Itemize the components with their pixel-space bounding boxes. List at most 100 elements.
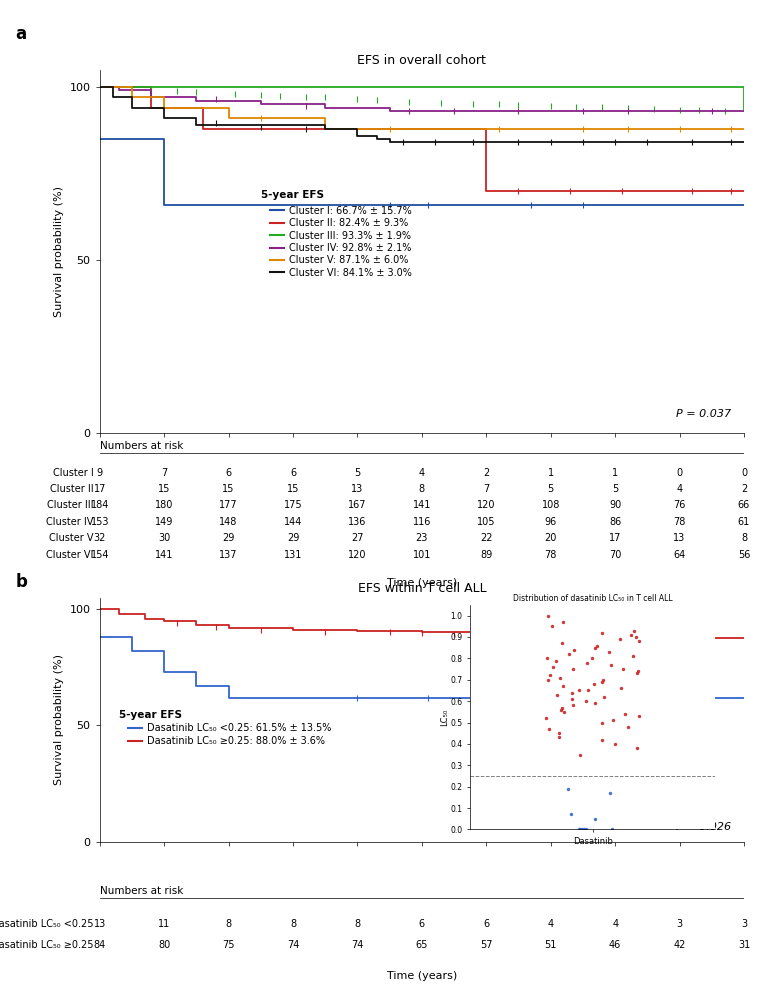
Text: P = 0.026: P = 0.026	[676, 822, 731, 832]
Text: Cluster III: Cluster III	[47, 500, 94, 511]
Text: 116: 116	[413, 517, 431, 527]
Text: 9: 9	[97, 468, 103, 478]
Y-axis label: Survival probability (%): Survival probability (%)	[54, 186, 64, 317]
Text: 13: 13	[94, 918, 106, 929]
Text: 70: 70	[609, 550, 621, 560]
Text: 96: 96	[545, 517, 557, 527]
Text: a: a	[15, 25, 27, 43]
Text: 105: 105	[477, 517, 495, 527]
Text: 144: 144	[284, 517, 302, 527]
Text: 46: 46	[609, 940, 621, 950]
Text: 5: 5	[354, 468, 360, 478]
Text: 42: 42	[673, 940, 686, 950]
Text: 6: 6	[419, 918, 425, 929]
Text: 153: 153	[91, 517, 109, 527]
Text: 108: 108	[542, 500, 560, 511]
Text: 0: 0	[741, 468, 747, 478]
Text: 22: 22	[480, 533, 492, 543]
Text: 86: 86	[609, 517, 621, 527]
Text: 20: 20	[545, 533, 557, 543]
Text: 141: 141	[155, 550, 173, 560]
Text: 2: 2	[741, 484, 747, 494]
Text: 1: 1	[548, 468, 554, 478]
Text: 76: 76	[673, 500, 686, 511]
Text: 7: 7	[483, 484, 489, 494]
Text: 175: 175	[284, 500, 302, 511]
Text: 27: 27	[351, 533, 364, 543]
Text: Cluster VI: Cluster VI	[46, 550, 94, 560]
Text: 131: 131	[284, 550, 302, 560]
Text: 74: 74	[351, 940, 364, 950]
Text: 148: 148	[219, 517, 238, 527]
Text: 65: 65	[416, 940, 428, 950]
Text: 30: 30	[158, 533, 170, 543]
Text: 57: 57	[480, 940, 492, 950]
Text: 6: 6	[290, 468, 296, 478]
Text: 101: 101	[413, 550, 431, 560]
Legend: Dasatinib LC₅₀ <0.25: 61.5% ± 13.5%, Dasatinib LC₅₀ ≥0.25: 88.0% ± 3.6%: Dasatinib LC₅₀ <0.25: 61.5% ± 13.5%, Das…	[124, 719, 335, 750]
Text: 154: 154	[91, 550, 109, 560]
Text: 15: 15	[222, 484, 235, 494]
Y-axis label: Survival probability (%): Survival probability (%)	[54, 654, 64, 785]
Text: 6: 6	[483, 918, 489, 929]
Legend: Cluster I: 66.7% ± 15.7%, Cluster II: 82.4% ± 9.3%, Cluster III: 93.3% ± 1.9%, C: Cluster I: 66.7% ± 15.7%, Cluster II: 82…	[265, 202, 416, 282]
Title: EFS in overall cohort: EFS in overall cohort	[357, 54, 486, 67]
Text: 61: 61	[738, 517, 750, 527]
Text: 13: 13	[673, 533, 686, 543]
Text: 78: 78	[673, 517, 686, 527]
Text: 15: 15	[287, 484, 299, 494]
Text: 167: 167	[348, 500, 367, 511]
Text: 78: 78	[545, 550, 557, 560]
Text: 184: 184	[91, 500, 109, 511]
Text: 15: 15	[158, 484, 170, 494]
Text: Time (years): Time (years)	[387, 578, 457, 588]
Text: 3: 3	[741, 918, 747, 929]
Text: 177: 177	[219, 500, 238, 511]
Title: EFS within T cell ALL: EFS within T cell ALL	[357, 582, 486, 595]
Text: 56: 56	[738, 550, 750, 560]
Text: 0: 0	[676, 468, 683, 478]
Text: Cluster IV: Cluster IV	[46, 517, 94, 527]
Text: 29: 29	[222, 533, 235, 543]
Text: 75: 75	[222, 940, 235, 950]
Text: 149: 149	[155, 517, 173, 527]
Text: 4: 4	[676, 484, 683, 494]
Text: Cluster II: Cluster II	[50, 484, 94, 494]
Text: 7: 7	[161, 468, 167, 478]
Text: Dasatinib LC₅₀ ≥0.25: Dasatinib LC₅₀ ≥0.25	[0, 940, 94, 950]
Text: 64: 64	[673, 550, 686, 560]
Text: 17: 17	[94, 484, 106, 494]
Text: 137: 137	[219, 550, 238, 560]
Text: Numbers at risk: Numbers at risk	[100, 441, 183, 451]
Text: 1: 1	[612, 468, 618, 478]
Text: 31: 31	[738, 940, 750, 950]
Text: 2: 2	[483, 468, 489, 478]
Text: 66: 66	[738, 500, 750, 511]
Text: 5-year EFS: 5-year EFS	[119, 710, 182, 720]
Text: 5: 5	[612, 484, 618, 494]
Text: 180: 180	[155, 500, 173, 511]
Text: 80: 80	[158, 940, 170, 950]
Text: 5-year EFS: 5-year EFS	[261, 189, 324, 199]
Text: 120: 120	[348, 550, 367, 560]
Text: 23: 23	[416, 533, 428, 543]
Text: 141: 141	[413, 500, 431, 511]
Text: 90: 90	[609, 500, 621, 511]
Text: b: b	[15, 573, 27, 591]
Text: 5: 5	[548, 484, 554, 494]
Text: 4: 4	[419, 468, 425, 478]
Text: 8: 8	[354, 918, 360, 929]
Text: Numbers at risk: Numbers at risk	[100, 885, 183, 895]
Text: Cluster V: Cluster V	[49, 533, 94, 543]
Text: 89: 89	[480, 550, 492, 560]
Text: 11: 11	[158, 918, 170, 929]
Text: 120: 120	[477, 500, 495, 511]
Text: 51: 51	[545, 940, 557, 950]
Text: 8: 8	[225, 918, 232, 929]
Text: 74: 74	[287, 940, 299, 950]
Text: 8: 8	[419, 484, 425, 494]
Text: 84: 84	[94, 940, 106, 950]
Text: Dasatinib LC₅₀ <0.25: Dasatinib LC₅₀ <0.25	[0, 918, 94, 929]
Text: 29: 29	[287, 533, 299, 543]
Text: 4: 4	[548, 918, 554, 929]
